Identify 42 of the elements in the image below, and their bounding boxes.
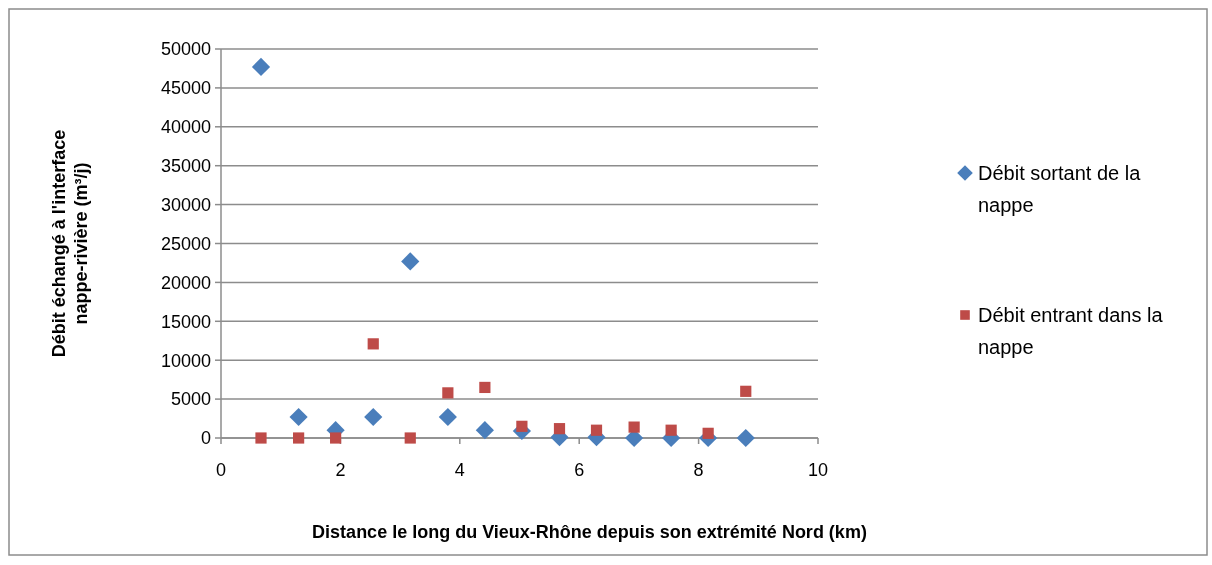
point <box>364 407 383 427</box>
point <box>628 421 640 433</box>
point <box>590 424 603 436</box>
x-tick-label: 8 <box>693 460 704 480</box>
point <box>516 420 528 432</box>
point <box>367 338 379 350</box>
y-tick-label: 30000 <box>160 194 211 215</box>
point <box>438 407 457 427</box>
x-tick-label: 6 <box>574 460 585 480</box>
point <box>251 57 271 76</box>
point <box>293 432 305 444</box>
y-tick-label: 25000 <box>160 233 211 254</box>
y-tick-label: 35000 <box>160 156 211 176</box>
point <box>442 387 454 399</box>
point <box>665 424 677 436</box>
point <box>401 252 420 271</box>
y-tick-label: 10000 <box>160 350 211 371</box>
legend-label: Débit entrant dans la nappe <box>978 304 1164 358</box>
x-tick-label: 10 <box>807 460 829 480</box>
point <box>475 421 494 440</box>
point <box>740 385 752 397</box>
point <box>404 432 416 444</box>
point <box>330 432 342 444</box>
y-tick-label: 5000 <box>170 389 211 410</box>
y-tick-label: 45000 <box>160 78 211 99</box>
y-tick-label: 40000 <box>160 117 211 138</box>
y-tick-label: 20000 <box>160 272 211 293</box>
point <box>736 428 755 448</box>
x-tick-label: 2 <box>335 460 346 480</box>
x-tick-label: 4 <box>454 460 465 480</box>
x-axis-title: Distance le long du Vieux-Rhône depuis son extrémité Nord (km) <box>312 522 867 542</box>
point <box>289 407 308 427</box>
point <box>702 427 714 439</box>
y-tick-label: 50000 <box>160 39 211 60</box>
y-axis-title: Débit échangé à l'interface nappe-rivière (m³/j) <box>49 129 91 358</box>
y-tick-label: 15000 <box>160 311 211 332</box>
legend-label: Débit sortant de la nappe <box>978 162 1142 216</box>
point <box>255 432 267 444</box>
y-tick-label: 0 <box>200 428 211 449</box>
x-tick-label: 0 <box>215 460 227 480</box>
point <box>553 423 566 435</box>
point <box>479 381 491 394</box>
